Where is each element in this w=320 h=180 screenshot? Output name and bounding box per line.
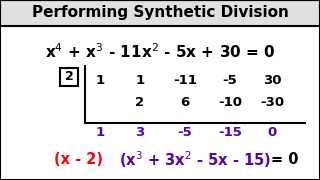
Text: -30: -30: [260, 96, 284, 109]
Text: 3: 3: [135, 127, 145, 140]
Text: 1: 1: [95, 75, 105, 87]
Bar: [0, 0, 320, 26]
Text: -5: -5: [223, 75, 237, 87]
Bar: [60, 68, 78, 86]
Text: -15: -15: [218, 127, 242, 140]
Text: -11: -11: [173, 75, 197, 87]
Text: 0: 0: [268, 127, 276, 140]
Text: 2: 2: [135, 96, 145, 109]
Text: -5: -5: [178, 127, 192, 140]
Text: = 0: = 0: [271, 152, 299, 168]
Text: Performing Synthetic Division: Performing Synthetic Division: [32, 6, 288, 21]
Text: 2: 2: [65, 71, 73, 84]
Text: 30: 30: [263, 75, 281, 87]
Text: 1: 1: [95, 127, 105, 140]
Text: (x$^3$ + 3x$^2$ - 5x - 15): (x$^3$ + 3x$^2$ - 5x - 15): [119, 150, 271, 170]
Text: -10: -10: [218, 96, 242, 109]
Text: 1: 1: [135, 75, 145, 87]
Text: x$^4$ + x$^3$ - 11x$^2$ - 5x + 30 = 0: x$^4$ + x$^3$ - 11x$^2$ - 5x + 30 = 0: [45, 43, 275, 61]
Text: 6: 6: [180, 96, 190, 109]
Text: (x - 2): (x - 2): [53, 152, 102, 168]
